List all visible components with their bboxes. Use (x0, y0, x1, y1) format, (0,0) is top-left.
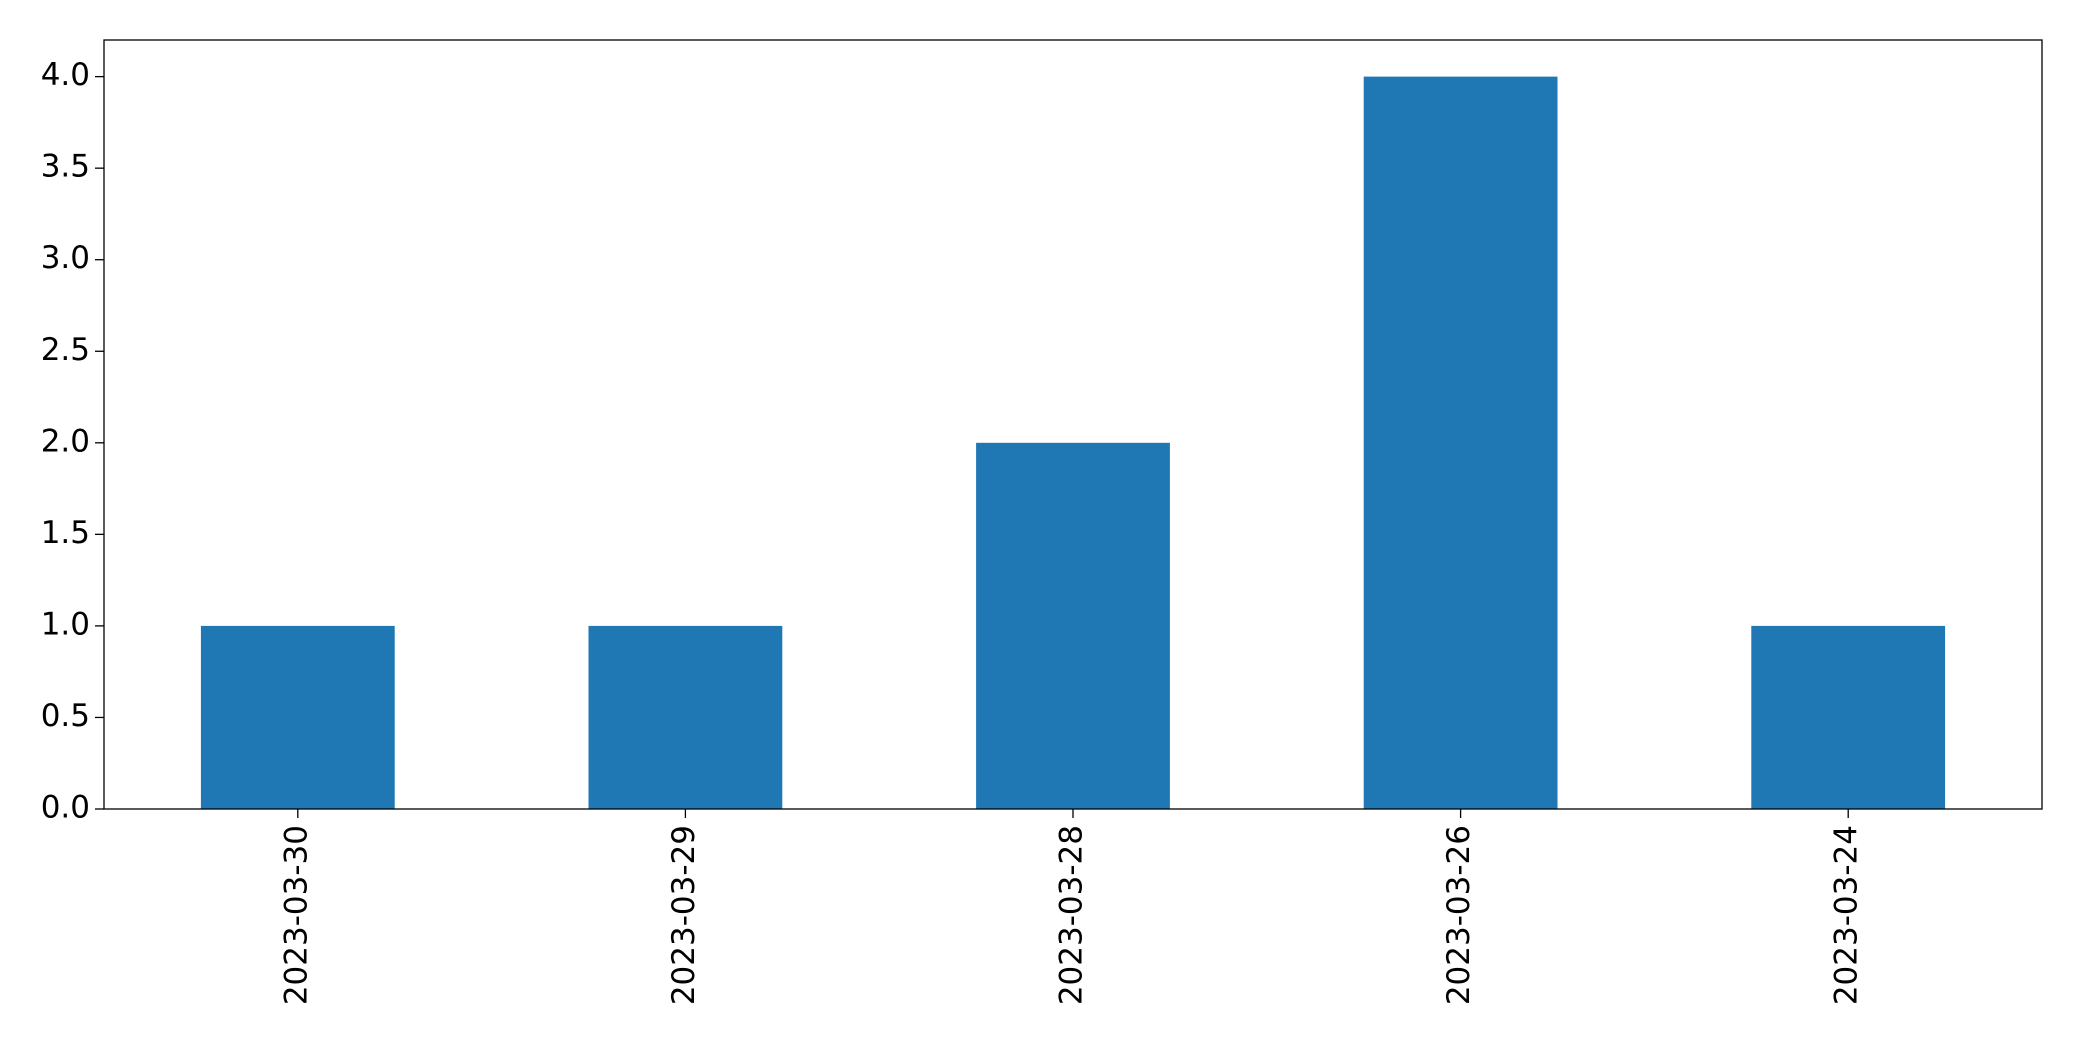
y-tick-label: 0.0 (41, 790, 90, 826)
y-tick-label: 4.0 (41, 57, 90, 93)
y-tick-label: 0.5 (41, 698, 90, 734)
x-tick-label: 2023-03-29 (666, 825, 702, 1005)
y-tick-label: 1.5 (41, 515, 90, 551)
y-tick-label: 3.0 (41, 240, 90, 276)
y-tick-label: 2.0 (41, 423, 90, 459)
y-tick-label: 3.5 (41, 149, 90, 185)
x-tick-label: 2023-03-24 (1829, 825, 1865, 1005)
x-tick-label: 2023-03-26 (1441, 825, 1477, 1005)
bar (976, 442, 1170, 809)
x-tick-label: 2023-03-28 (1054, 825, 1090, 1005)
bar (1751, 625, 1946, 809)
bar (1363, 76, 1558, 810)
y-tick-label: 1.0 (41, 606, 90, 642)
plot-frame (103, 39, 2043, 810)
x-tick-label: 2023-03-30 (278, 825, 314, 1005)
bar (200, 625, 395, 809)
bar (588, 625, 783, 809)
y-tick-label: 2.5 (41, 332, 90, 368)
